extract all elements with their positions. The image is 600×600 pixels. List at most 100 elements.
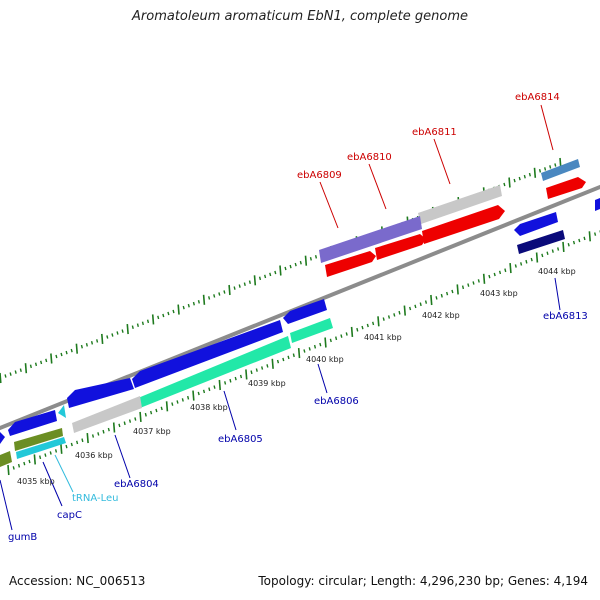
inner-tick — [245, 369, 248, 380]
outer-tick — [167, 311, 170, 316]
gene-label-ebA6804[interactable]: ebA6804 — [114, 479, 159, 490]
outer-tick — [202, 294, 206, 305]
outer-tick — [208, 296, 211, 300]
map-title: Aromatoleum aromaticum EbN1, complete ge… — [132, 9, 468, 24]
inner-tick — [557, 247, 560, 251]
inner-tick — [377, 316, 380, 327]
outer-tick — [146, 319, 150, 324]
outer-tick — [218, 292, 221, 296]
outer-tick — [187, 303, 190, 308]
outer-tick — [528, 172, 531, 177]
gene-label-tRNA-Leu[interactable]: tRNA-Leu — [72, 493, 118, 504]
outer-tick — [508, 177, 511, 188]
gene-label-ebA6810[interactable]: ebA6810 — [347, 152, 392, 163]
feature-gumB-blue[interactable] — [0, 432, 5, 444]
feature-purple[interactable] — [319, 216, 422, 263]
inner-tick — [165, 401, 169, 412]
inner-tick — [504, 268, 507, 273]
outer-tick — [243, 282, 246, 286]
feature-ebA6811[interactable] — [546, 177, 586, 199]
feature-ebA6809b[interactable] — [375, 234, 426, 260]
gene-label-gumB[interactable]: gumB — [8, 532, 37, 543]
inner-tick — [197, 391, 200, 396]
inner-tick — [530, 257, 533, 262]
inner-tick — [7, 464, 10, 476]
outer-tick — [60, 352, 63, 357]
inner-tick — [345, 332, 348, 336]
feature-tRNA-Leu[interactable] — [58, 405, 66, 418]
outer-tick — [223, 290, 226, 294]
feature-ebA6809a[interactable] — [325, 251, 376, 277]
outer-tick — [258, 276, 262, 281]
outer-tick — [544, 167, 547, 171]
feature-teal[interactable] — [138, 336, 291, 408]
feature-ebA6813a[interactable] — [514, 212, 558, 236]
tick-row-inner — [7, 230, 600, 476]
inner-tick — [435, 296, 438, 300]
scale-label: 4044 kbp — [538, 267, 576, 276]
gene-label-ebA6809[interactable]: ebA6809 — [297, 170, 342, 181]
inner-tick — [150, 410, 153, 415]
outer-tick — [96, 339, 99, 343]
feature-olive[interactable] — [14, 428, 63, 451]
outer-tick — [4, 374, 7, 378]
inner-tick — [181, 398, 184, 402]
inner-tick — [313, 344, 317, 349]
outer-tick — [523, 174, 526, 179]
inner-tick — [176, 400, 179, 404]
outer-tick — [136, 323, 139, 327]
outer-tick — [513, 178, 516, 183]
minus-strand-features — [0, 212, 565, 467]
feature-far-right[interactable] — [595, 198, 600, 211]
inner-tick — [446, 291, 449, 296]
gene-label-ebA6805[interactable]: ebA6805 — [218, 434, 263, 445]
outer-tick — [55, 354, 58, 359]
inner-tick — [134, 417, 137, 421]
scale-labels: 4035 kbp 4036 kbp 4037 kbp 4038 kbp 4039… — [17, 267, 576, 486]
feature-ebA6813b[interactable] — [517, 230, 565, 254]
outer-tick — [50, 353, 53, 364]
inner-tick — [76, 440, 79, 445]
inner-tick — [451, 289, 454, 294]
inner-tick — [477, 279, 480, 283]
plus-strand-features — [319, 159, 600, 277]
outer-tick — [172, 309, 175, 314]
inner-tick — [97, 432, 100, 436]
inner-tick — [255, 368, 258, 372]
feature-grey-top[interactable] — [418, 185, 502, 224]
inner-tick — [23, 461, 26, 466]
inner-tick — [271, 358, 274, 369]
inner-tick — [546, 251, 549, 255]
feature-ebA6810[interactable] — [422, 205, 505, 244]
feature-ebA6814[interactable] — [541, 159, 580, 181]
callout-lines — [0, 104, 561, 531]
gene-label-ebA6813[interactable]: ebA6813 — [543, 311, 588, 322]
inner-tick — [409, 306, 412, 311]
inner-tick — [266, 364, 269, 368]
feature-gumB-olive[interactable] — [0, 451, 12, 467]
inner-tick — [49, 451, 52, 455]
outer-tick — [101, 333, 104, 344]
gene-label-ebA6811[interactable]: ebA6811 — [412, 127, 457, 138]
gene-label-capC[interactable]: capC — [57, 510, 82, 521]
gene-label-ebA6814[interactable]: ebA6814 — [515, 92, 560, 103]
feature-grey-lower[interactable] — [72, 396, 142, 433]
outer-tick — [141, 321, 144, 326]
feature-ebA6805[interactable] — [132, 320, 283, 388]
outer-tick — [253, 275, 257, 286]
feature-teal-upper[interactable] — [290, 318, 333, 343]
feature-capC-cyan[interactable] — [16, 437, 66, 459]
outer-tick — [538, 169, 542, 173]
inner-tick — [509, 263, 512, 274]
inner-tick — [213, 385, 216, 389]
inner-tick — [562, 241, 565, 252]
feature-capC-blue[interactable] — [8, 410, 57, 436]
feature-ebA6806[interactable] — [283, 299, 327, 324]
inner-tick — [139, 411, 142, 422]
gene-label-ebA6806[interactable]: ebA6806 — [314, 396, 359, 407]
scale-label: 4039 kbp — [248, 379, 286, 388]
feature-ebA6804[interactable] — [67, 378, 134, 408]
inner-tick — [192, 390, 195, 401]
outer-tick — [75, 343, 78, 354]
